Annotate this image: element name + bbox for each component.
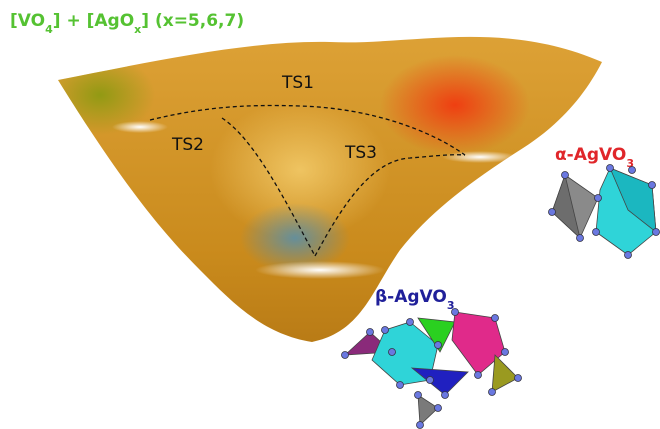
title-part: [VO bbox=[10, 11, 45, 31]
ts-label: TS3 bbox=[344, 143, 377, 163]
figure: [VO4] + [AgOx] (x=5,6,7) TS1 TS2 TS3 α-A… bbox=[0, 0, 660, 429]
title: [VO4] + [AgOx] (x=5,6,7) bbox=[10, 11, 244, 36]
ts-label: TS2 bbox=[171, 135, 204, 155]
ts-label: TS1 bbox=[281, 73, 314, 93]
title-part: ] + [AgO bbox=[53, 11, 134, 31]
alpha-structure bbox=[549, 165, 660, 259]
structure-label: α-AgVO3 bbox=[555, 145, 634, 170]
structure-label: β-AgVO3 bbox=[375, 287, 455, 312]
label-part: β-AgVO bbox=[375, 287, 447, 307]
label-part: α-AgVO bbox=[555, 145, 626, 165]
beta-structure bbox=[342, 309, 522, 429]
title-part: ] (x=5,6,7) bbox=[141, 11, 244, 31]
title-sub: x bbox=[134, 23, 141, 36]
